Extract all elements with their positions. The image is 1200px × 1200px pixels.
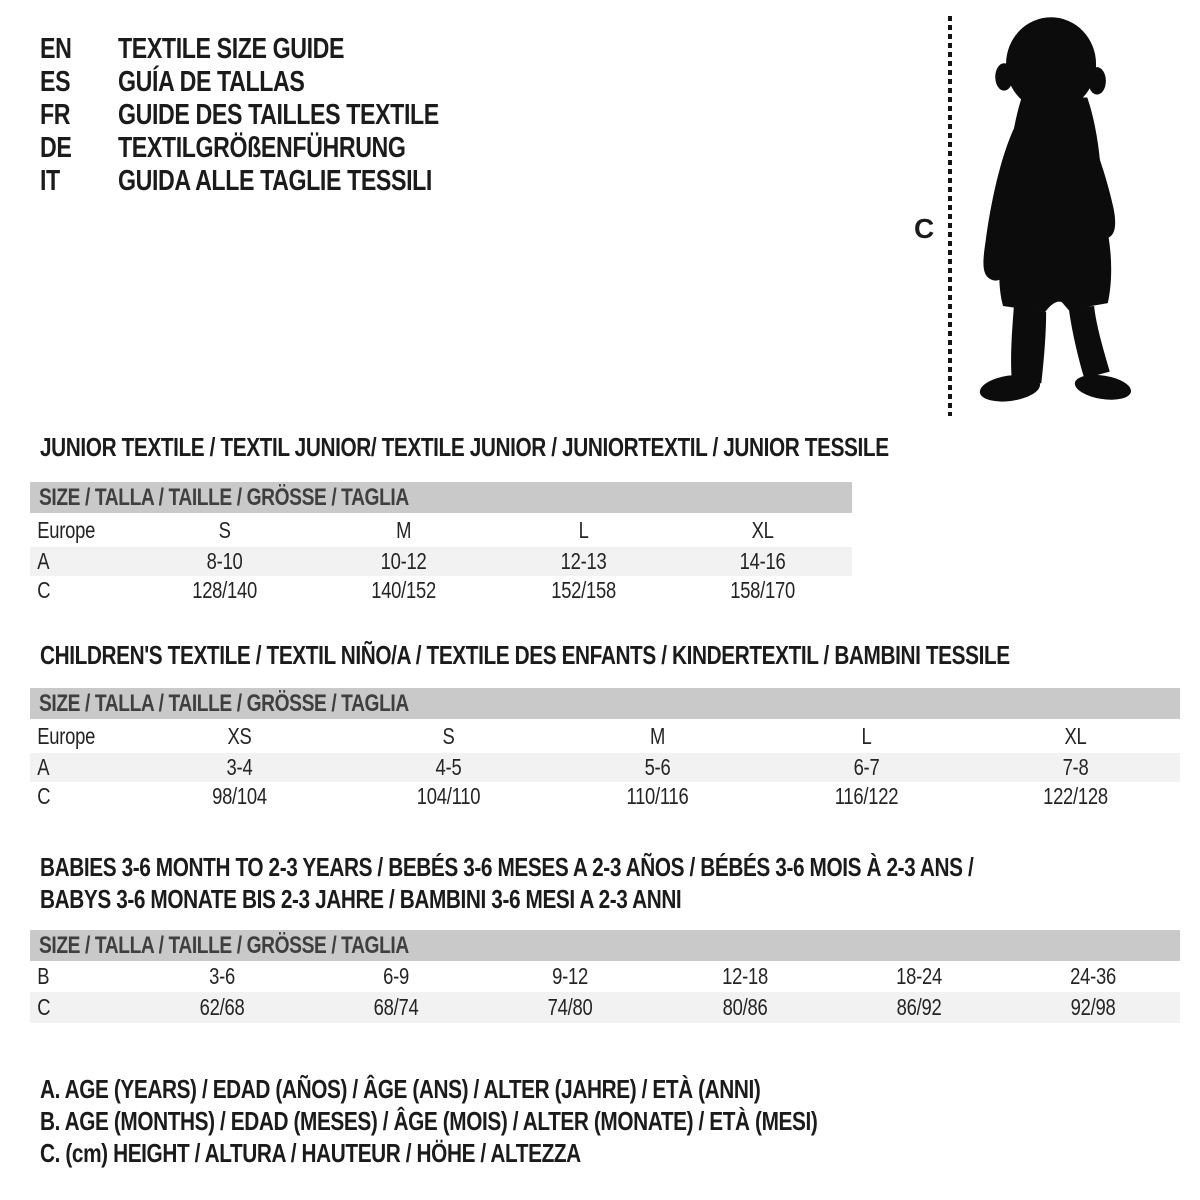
size-column-header: XL: [751, 516, 774, 543]
silhouette-foot-left: [979, 374, 1041, 402]
table-row: C 98/104 104/110 110/116 116/122 122/128: [30, 782, 1180, 811]
size-column-header: XS: [227, 722, 252, 749]
junior-size-table: SIZE / TALLA / TAILLE / GRÖSSE / TAGLIA …: [30, 482, 852, 605]
size-header-bar: SIZE / TALLA / TAILLE / GRÖSSE / TAGLIA: [30, 482, 852, 513]
language-label: GUIDE DES TAILLES TEXTILE: [118, 99, 439, 131]
size-cell: 12-18: [721, 963, 768, 989]
size-cell: 3-6: [209, 963, 236, 989]
size-cell: 74/80: [547, 994, 593, 1020]
table-row: B 3-6 6-9 9-12 12-18 18-24 24-36: [30, 961, 1180, 992]
table-header-row: Europe XS S M L XL: [30, 719, 1180, 753]
language-label: TEXTILGRÖßENFÜHRUNG: [118, 132, 406, 164]
babies-section-title: BABIES 3-6 MONTH TO 2-3 YEARS / BEBÉS 3-…: [40, 851, 1200, 915]
table-row: A 3-4 4-5 5-6 6-7 7-8: [30, 753, 1180, 782]
junior-section-title: JUNIOR TEXTILE / TEXTIL JUNIOR/ TEXTILE …: [40, 432, 889, 462]
size-column-header: M: [649, 722, 666, 749]
size-header-bar-label: SIZE / TALLA / TAILLE / GRÖSSE / TAGLIA: [39, 483, 409, 511]
size-cell: 104/110: [416, 783, 481, 809]
silhouette-head: [1006, 17, 1097, 112]
size-cell: 24-36: [1069, 963, 1116, 989]
size-cell: 80/86: [722, 994, 768, 1020]
silhouette-arm-right: [1071, 119, 1116, 239]
region-label: Europe: [37, 722, 96, 749]
size-cell: 92/98: [1070, 994, 1116, 1020]
row-label: A: [37, 548, 50, 574]
size-cell: 14-16: [739, 548, 786, 574]
size-cell: 128/140: [192, 577, 258, 603]
size-cell: 62/68: [199, 994, 245, 1020]
babies-title-line2: BABYS 3-6 MONATE BIS 2-3 JAHRE / BAMBINI…: [40, 884, 682, 914]
silhouette-ear-right: [1088, 67, 1106, 95]
row-label: C: [37, 783, 51, 809]
language-label: GUÍA DE TALLAS: [118, 66, 305, 98]
babies-size-table: SIZE / TALLA / TAILLE / GRÖSSE / TAGLIA …: [30, 930, 1180, 1023]
size-header-bar-label: SIZE / TALLA / TAILLE / GRÖSSE / TAGLIA: [39, 689, 409, 717]
row-label: A: [37, 754, 50, 780]
silhouette-leg-right: [1068, 306, 1110, 379]
size-cell: 6-9: [383, 963, 410, 989]
row-label: B: [37, 963, 50, 989]
legend-line-a: A. AGE (YEARS) / EDAD (AÑOS) / ÂGE (ANS)…: [40, 1074, 761, 1104]
language-list: EN TEXTILE SIZE GUIDE ES GUÍA DE TALLAS …: [40, 33, 519, 198]
size-cell: 12-13: [560, 548, 607, 574]
size-cell: 98/104: [212, 783, 267, 809]
language-label: TEXTILE SIZE GUIDE: [118, 33, 345, 65]
size-cell: 158/170: [729, 577, 795, 603]
size-cell: 152/158: [550, 577, 616, 603]
size-column-header: L: [861, 722, 872, 749]
size-cell: 18-24: [895, 963, 942, 989]
size-cell: 10-12: [380, 548, 427, 574]
legend-line-c: C. (cm) HEIGHT / ALTURA / HAUTEUR / HÖHE…: [40, 1138, 581, 1168]
table-row: C 62/68 68/74 74/80 80/86 86/92 92/98: [30, 992, 1180, 1023]
size-header-bar: SIZE / TALLA / TAILLE / GRÖSSE / TAGLIA: [30, 688, 1180, 719]
size-cell: 3-4: [226, 754, 253, 780]
size-cell: 110/116: [626, 783, 689, 809]
height-measure-dashed-line: [948, 16, 952, 416]
size-cell: 6-7: [853, 754, 880, 780]
table-row: A 8-10 10-12 12-13 14-16: [30, 547, 852, 576]
size-cell: 68/74: [373, 994, 419, 1020]
silhouette-arm-left: [983, 119, 1033, 281]
language-code: DE: [40, 132, 72, 164]
legend-line-b: B. AGE (MONTHS) / EDAD (MESES) / ÂGE (MO…: [40, 1106, 818, 1136]
table-header-row: Europe S M L XL: [30, 513, 852, 547]
height-measure-label: C: [914, 213, 935, 244]
silhouette-leg-left: [1011, 307, 1047, 384]
size-column-header: L: [578, 516, 589, 543]
language-code: EN: [40, 33, 72, 65]
measure-legend: A. AGE (YEARS) / EDAD (AÑOS) / ÂGE (ANS)…: [40, 1073, 1012, 1169]
size-cell: 116/122: [834, 783, 899, 809]
table-row: C 128/140 140/152 152/158 158/170: [30, 576, 852, 605]
size-cell: 140/152: [371, 577, 437, 603]
row-label: C: [37, 577, 51, 603]
size-column-header: S: [442, 722, 455, 749]
region-label: Europe: [37, 516, 96, 543]
size-cell: 122/128: [1043, 783, 1108, 809]
size-cell: 8-10: [206, 548, 243, 574]
size-column-header: S: [218, 516, 231, 543]
language-label: GUIDA ALLE TAGLIE TESSILI: [118, 165, 432, 197]
baby-silhouette: [979, 17, 1132, 402]
children-size-table: SIZE / TALLA / TAILLE / GRÖSSE / TAGLIA …: [30, 688, 1180, 811]
size-cell: 7-8: [1062, 754, 1089, 780]
language-code: IT: [40, 165, 60, 197]
size-cell: 5-6: [644, 754, 671, 780]
size-column-header: XL: [1064, 722, 1087, 749]
children-section-title: CHILDREN'S TEXTILE / TEXTIL NIÑO/A / TEX…: [40, 640, 1010, 670]
size-cell: 86/92: [896, 994, 942, 1020]
babies-title-line1: BABIES 3-6 MONTH TO 2-3 YEARS / BEBÉS 3-…: [40, 852, 974, 882]
language-code: ES: [40, 66, 71, 98]
silhouette-ear-left: [995, 63, 1013, 91]
language-code: FR: [40, 99, 71, 131]
size-header-bar: SIZE / TALLA / TAILLE / GRÖSSE / TAGLIA: [30, 930, 1180, 961]
silhouette-shorts: [999, 211, 1112, 312]
silhouette-foot-right: [1074, 374, 1132, 400]
row-label: C: [37, 994, 51, 1020]
size-column-header: M: [396, 516, 412, 543]
size-header-bar-label: SIZE / TALLA / TAILLE / GRÖSSE / TAGLIA: [39, 931, 409, 959]
size-cell: 4-5: [435, 754, 462, 780]
size-cell: 9-12: [552, 963, 589, 989]
